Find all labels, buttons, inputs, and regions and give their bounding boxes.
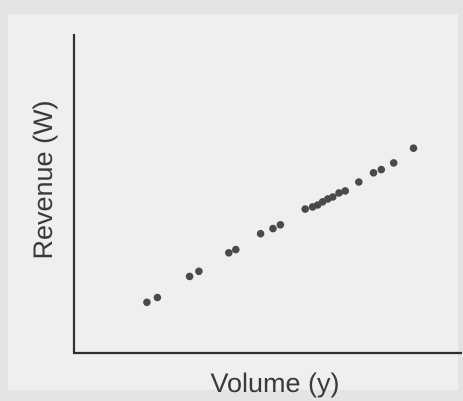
data-point <box>355 178 363 186</box>
data-point <box>409 144 418 152</box>
data-point <box>335 189 343 197</box>
plot-area <box>8 14 458 390</box>
data-point <box>185 272 194 281</box>
data-point <box>143 298 151 307</box>
data-point <box>341 187 350 195</box>
y-axis-label: Revenue (W) <box>28 100 58 259</box>
data-point <box>329 193 337 201</box>
data-point <box>269 224 277 233</box>
data-point <box>389 159 398 167</box>
x-axis-label: Volume (y) <box>210 368 339 398</box>
data-point <box>276 221 285 229</box>
data-point <box>232 245 240 254</box>
data-point <box>369 169 378 177</box>
data-point <box>377 165 386 174</box>
data-point <box>256 229 265 238</box>
data-point <box>153 293 162 302</box>
data-points <box>143 144 418 307</box>
data-point <box>195 267 203 276</box>
data-point <box>301 205 310 213</box>
data-point <box>225 249 233 257</box>
